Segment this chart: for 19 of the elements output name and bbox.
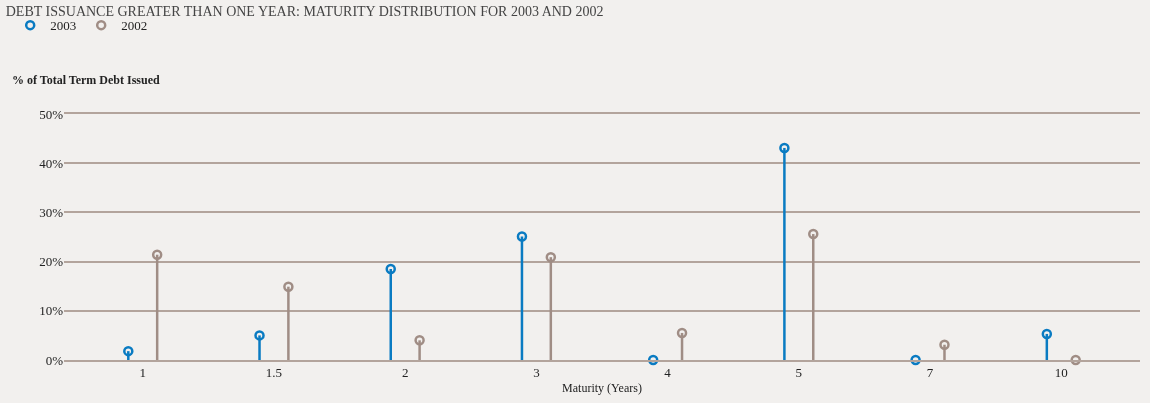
- x-tick-label: 1.5: [265, 365, 283, 381]
- x-tick-label: 2: [401, 365, 409, 381]
- y-tick-label: 40%: [39, 155, 64, 171]
- x-axis-title: Maturity (Years): [562, 380, 642, 395]
- y-tick-label: 0%: [45, 352, 64, 368]
- y-tick-label: 30%: [39, 204, 64, 220]
- y-tick-label: 50%: [39, 106, 64, 122]
- legend-label: 2002: [121, 18, 148, 34]
- x-tick-label: 7: [926, 365, 934, 381]
- chart-title: DEBT ISSUANCE GREATER THAN ONE YEAR: MATURITY DISTRIBUTION FOR 2003 AND 2002: [5, 3, 604, 19]
- x-tick-label: 3: [533, 365, 540, 381]
- x-tick-label: 1: [139, 365, 146, 381]
- legend-label: 2003: [50, 18, 77, 34]
- y-tick-label: 10%: [39, 303, 64, 319]
- y-axis-title: % of Total Term Debt Issued: [12, 73, 161, 87]
- x-tick-label: 4: [664, 365, 672, 381]
- y-tick-label: 20%: [39, 254, 64, 270]
- x-tick-label: 5: [795, 365, 803, 381]
- x-tick-label: 10: [1054, 365, 1068, 381]
